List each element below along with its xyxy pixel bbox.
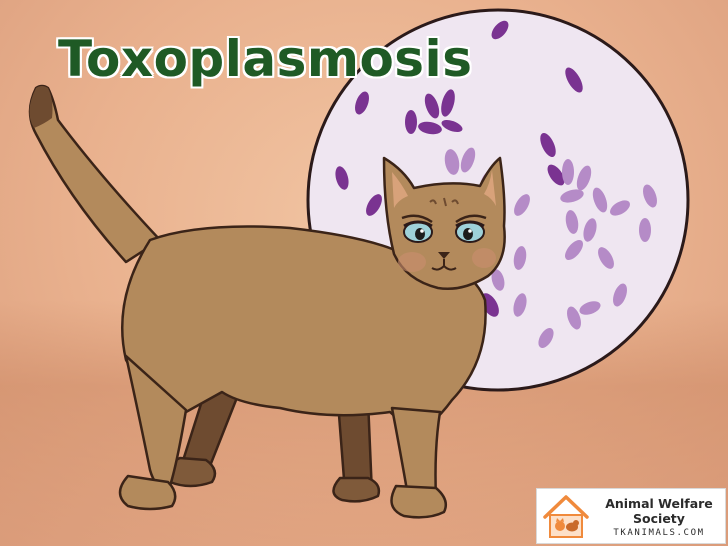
logo-url: TKANIMALS.COM — [613, 528, 705, 538]
cat — [28, 84, 506, 519]
page-title: Toxoplasmosis — [58, 30, 473, 88]
watermark-logo: Animal Welfare Society TKANIMALS.COM — [536, 488, 726, 544]
cat-face — [401, 197, 487, 271]
logo-name-line1: Animal Welfare — [605, 496, 713, 511]
house-icon — [543, 495, 589, 538]
logo-name: Animal Welfare Society — [595, 496, 723, 526]
logo-name-line2: Society — [633, 511, 685, 526]
